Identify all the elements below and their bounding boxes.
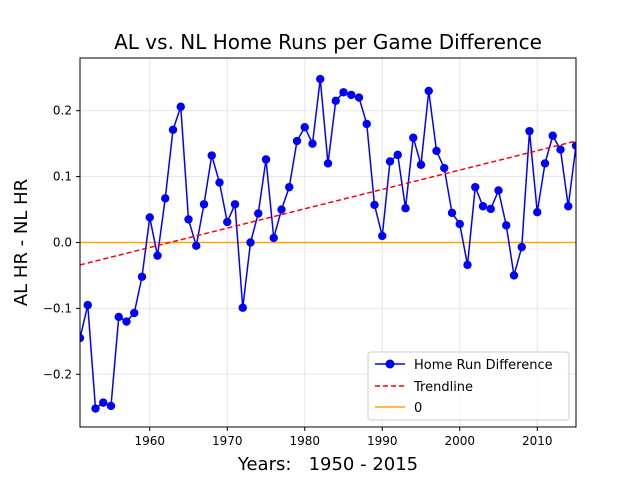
- data-point: [223, 217, 232, 227]
- data-point: [199, 200, 209, 209]
- data-point: [145, 213, 154, 222]
- data-point: [494, 186, 503, 195]
- data-point: [130, 308, 139, 318]
- data-point: [378, 231, 387, 241]
- data-point: [385, 157, 395, 166]
- legend-marker-home-run-difference: [385, 359, 395, 369]
- y-tick-label: −0.1: [43, 301, 72, 315]
- data-point: [401, 204, 410, 213]
- data-point: [153, 251, 162, 260]
- y-tick-label: 0.1: [53, 170, 72, 184]
- x-tick-label: 2000: [444, 434, 475, 448]
- data-point: [168, 125, 178, 135]
- data-point: [571, 141, 576, 150]
- data-point: [416, 160, 426, 169]
- data-point: [540, 159, 550, 168]
- data-point: [362, 119, 371, 129]
- data-point: [354, 93, 364, 102]
- data-point: [300, 122, 309, 132]
- chart-title: AL vs. NL Home Runs per Game Difference: [114, 30, 542, 54]
- y-axis-label: AL HR - NL HR: [11, 179, 32, 306]
- data-point: [331, 96, 340, 106]
- data-point: [447, 208, 457, 218]
- data-point: [254, 209, 263, 218]
- y-tick-label: 0.0: [53, 236, 72, 250]
- data-point: [246, 238, 255, 247]
- x-axis-label: Years: 1950 - 2015: [237, 454, 418, 475]
- data-point: [91, 404, 100, 413]
- data-point: [114, 312, 123, 322]
- x-tick-label: 1970: [212, 434, 243, 448]
- data-point: [564, 202, 573, 211]
- data-point: [184, 215, 193, 224]
- legend-box: [367, 351, 570, 421]
- data-point: [525, 126, 534, 136]
- legend-label-home-run-difference: Home Run Difference: [414, 358, 553, 373]
- data-point: [269, 233, 278, 243]
- data-point: [207, 151, 216, 160]
- data-point: [192, 241, 201, 250]
- data-point: [517, 242, 526, 252]
- data-point: [277, 205, 286, 214]
- legend-label-zero: 0: [414, 401, 422, 416]
- data-point: [316, 74, 325, 84]
- y-tick-label: −0.2: [43, 367, 72, 381]
- y-tick-label: 0.2: [53, 104, 72, 118]
- data-point: [80, 333, 85, 343]
- trendline: [80, 140, 576, 266]
- data-point: [370, 200, 379, 210]
- data-point: [137, 272, 147, 281]
- data-point: [533, 207, 542, 217]
- data-point: [424, 86, 433, 96]
- data-point: [230, 200, 240, 209]
- data-point: [432, 146, 441, 156]
- data-point: [238, 303, 247, 312]
- data-point: [292, 136, 302, 146]
- x-tick-label: 1960: [134, 434, 165, 448]
- data-point: [106, 401, 116, 411]
- x-tick-label: 2010: [522, 434, 553, 448]
- data-point: [176, 102, 185, 111]
- data-point: [509, 271, 519, 280]
- data-point: [122, 317, 131, 326]
- legend-label-trendline: Trendline: [413, 380, 473, 395]
- data-point: [409, 133, 418, 142]
- data-point: [261, 155, 271, 164]
- data-point: [440, 163, 449, 173]
- data-point: [285, 182, 294, 192]
- data-point: [83, 300, 92, 310]
- axes-layer: 1960 1970 1980 1990 2000 2010 −0.2 −0.1 0.0 0.1 0.…: [43, 104, 553, 448]
- data-point: [339, 88, 348, 97]
- x-tick-label: 1980: [289, 434, 320, 448]
- x-tick-label: 1990: [367, 434, 398, 448]
- data-point: [215, 178, 224, 187]
- data-point: [308, 139, 317, 148]
- data-point: [486, 204, 495, 214]
- data-point: [478, 202, 488, 211]
- data-point: [471, 182, 480, 192]
- series-layer: [80, 74, 576, 413]
- data-point: [323, 159, 333, 168]
- data-point: [393, 150, 402, 160]
- data-point: [502, 221, 511, 230]
- data-point: [347, 90, 356, 100]
- data-point: [99, 398, 108, 407]
- data-point: [548, 131, 557, 140]
- data-point: [463, 260, 472, 270]
- legend: Home Run Difference Trendline 0: [367, 351, 570, 421]
- data-point: [556, 145, 565, 154]
- data-point: [455, 219, 464, 229]
- data-point: [161, 194, 170, 203]
